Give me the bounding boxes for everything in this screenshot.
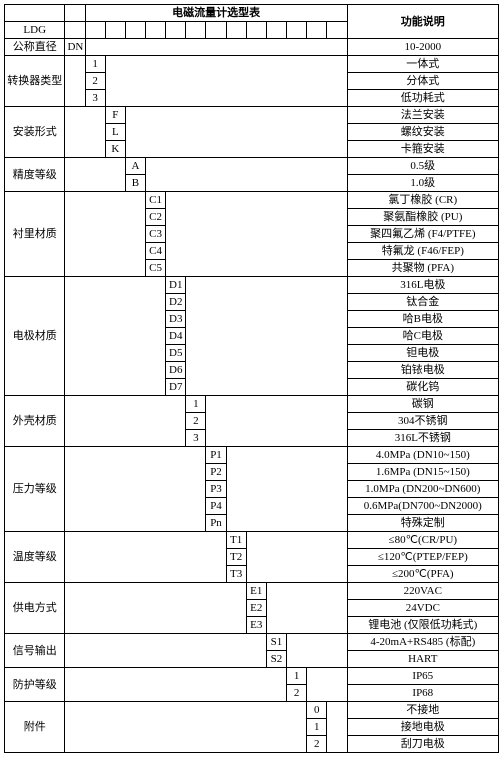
row-压力等级: 压力等级 bbox=[5, 447, 65, 532]
row-供电方式: 供电方式 bbox=[5, 583, 65, 634]
row-衬里材质: 衬里材质 bbox=[5, 192, 65, 277]
selection-table: 电磁流量计选型表功能说明LDG公称直径DN10-2000转换器类型1一体式2分体… bbox=[4, 4, 499, 753]
row-信号输出: 信号输出 bbox=[5, 634, 65, 668]
row-电极材质: 电极材质 bbox=[5, 277, 65, 396]
row-转换器类型: 转换器类型 bbox=[5, 56, 65, 107]
row-安装形式: 安装形式 bbox=[5, 107, 65, 158]
row-防护等级: 防护等级 bbox=[5, 668, 65, 702]
row-ldg: LDG bbox=[5, 22, 65, 39]
row-温度等级: 温度等级 bbox=[5, 532, 65, 583]
row-精度等级: 精度等级 bbox=[5, 158, 65, 192]
row-附件: 附件 bbox=[5, 702, 65, 753]
desc-header: 功能说明 bbox=[347, 5, 498, 39]
table-title: 电磁流量计选型表 bbox=[85, 5, 347, 22]
row-外壳材质: 外壳材质 bbox=[5, 396, 65, 447]
row-dn: 公称直径 bbox=[5, 39, 65, 56]
